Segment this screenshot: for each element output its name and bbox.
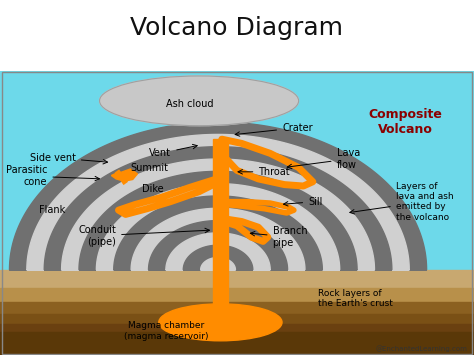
Bar — [213, 139, 228, 329]
Polygon shape — [96, 184, 340, 270]
Text: Ash cloud: Ash cloud — [166, 99, 213, 109]
Polygon shape — [114, 196, 322, 270]
Text: Magma chamber
(magma reservoir): Magma chamber (magma reservoir) — [124, 321, 208, 340]
Text: Side vent: Side vent — [30, 153, 108, 164]
Bar — [0, 314, 474, 324]
Text: Parasitic
cone: Parasitic cone — [6, 165, 100, 187]
Text: Composite
Volcano: Composite Volcano — [368, 108, 442, 136]
Bar — [0, 324, 474, 332]
Text: Throat: Throat — [238, 167, 290, 177]
Text: Conduit
(pipe): Conduit (pipe) — [78, 225, 210, 246]
Text: Crater: Crater — [235, 123, 313, 136]
Bar — [0, 270, 474, 288]
Bar — [0, 302, 474, 314]
Polygon shape — [166, 233, 270, 270]
Polygon shape — [183, 245, 253, 270]
Text: Flank: Flank — [39, 205, 65, 215]
Polygon shape — [201, 257, 236, 270]
Text: Sill: Sill — [283, 197, 322, 207]
Polygon shape — [148, 220, 288, 270]
Polygon shape — [111, 169, 137, 181]
Bar — [0, 332, 474, 355]
Text: Summit: Summit — [130, 163, 168, 173]
Polygon shape — [79, 171, 357, 270]
Text: Lava
flow: Lava flow — [287, 148, 360, 170]
Ellipse shape — [100, 76, 299, 126]
Text: Rock layers of
the Earth's crust: Rock layers of the Earth's crust — [318, 289, 392, 308]
Text: Layers of
lava and ash
emitted by
the volcano: Layers of lava and ash emitted by the vo… — [350, 181, 454, 222]
Text: Volcano Diagram: Volcano Diagram — [130, 16, 344, 40]
Text: Dike: Dike — [142, 184, 164, 194]
Polygon shape — [62, 159, 374, 270]
Text: Vent: Vent — [149, 144, 197, 158]
Text: Branch
pipe: Branch pipe — [250, 226, 307, 248]
Polygon shape — [27, 135, 409, 270]
Bar — [0, 288, 474, 302]
Ellipse shape — [159, 304, 282, 341]
Text: @EnchantedLearning.com: @EnchantedLearning.com — [375, 345, 467, 351]
Polygon shape — [9, 122, 427, 270]
Polygon shape — [131, 208, 305, 270]
Polygon shape — [44, 147, 392, 270]
